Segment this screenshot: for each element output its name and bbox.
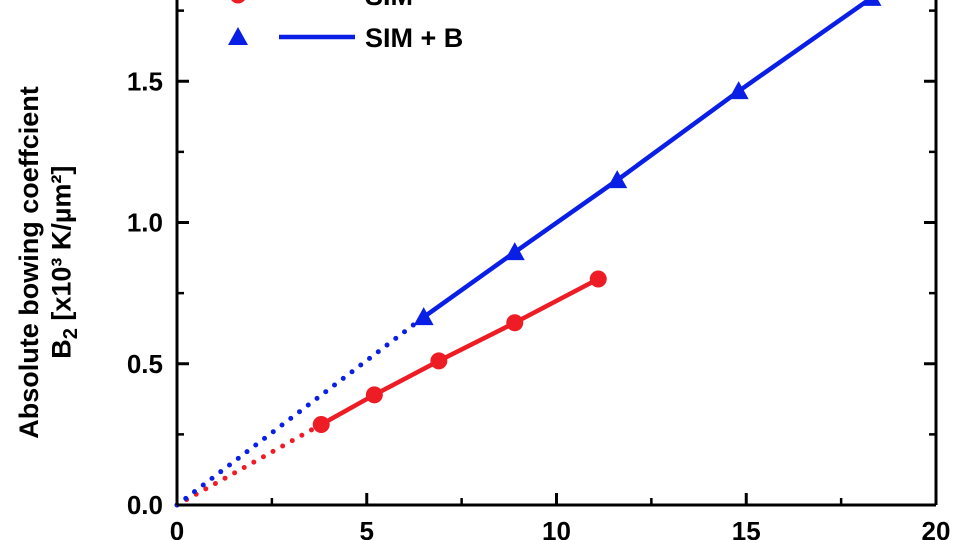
y-tick-label: 0.5 [127,349,163,379]
y-axis-label-line1: Absolute bowing coeffcient [13,85,44,439]
data-point-circle [312,415,330,433]
plot-frame [175,0,938,507]
data-point-circle [589,270,607,288]
data-point-circle [365,386,383,404]
data-point-circle [430,352,448,370]
series-line [320,277,600,427]
data-point-triangle [228,27,248,45]
x-tick-label: 20 [922,516,951,540]
data-point-triangle [607,170,628,189]
data-point-triangle [728,81,749,100]
legend-item: SIM [231,0,413,11]
y-tick-label: 1.5 [127,66,163,96]
series-extrapolation [174,314,427,508]
series-line [422,0,873,319]
x-tick-label: 10 [542,516,571,540]
legend-label: SIM + B [365,23,463,53]
data-point-triangle [413,307,434,326]
y-tick-label: 1.0 [127,208,163,238]
series-1 [174,270,607,508]
x-tick-label: 5 [360,516,374,540]
legend-label: SIM [365,0,413,11]
y-axis-label-line2: B2 [x10³ K/µm²] [45,165,82,359]
data-point-circle [231,0,245,4]
data-point-circle [506,314,524,332]
data-point-triangle [504,242,525,261]
data-point-triangle [861,0,882,6]
x-tick-label: 0 [170,516,184,540]
series-extrapolation [174,421,324,508]
series-2 [174,0,882,508]
y-tick-label: 0.0 [127,490,163,520]
legend: SIM SIM + B [228,0,463,53]
series-layer [174,0,882,508]
x-tick-label: 15 [732,516,761,540]
axis-ticks: 0 5 10 15 20 0.0 0.5 1.0 1.5 [127,9,951,540]
legend-item: SIM + B [228,23,463,53]
